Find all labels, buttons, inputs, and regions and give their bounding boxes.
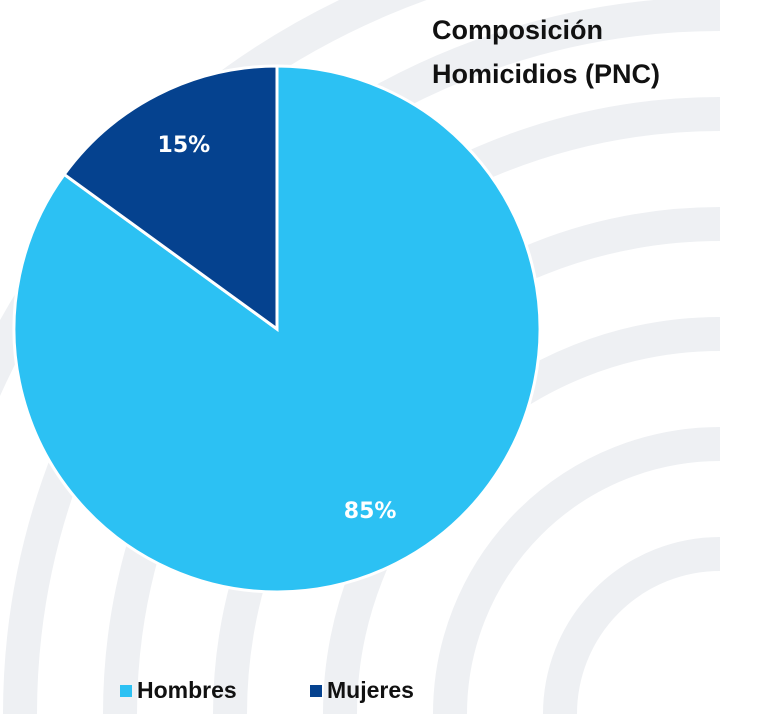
legend-swatch xyxy=(310,685,322,697)
legend-label: Hombres xyxy=(137,677,237,703)
data-label: 85% xyxy=(344,499,397,524)
pie-slice xyxy=(62,64,279,332)
data-label: 15% xyxy=(158,133,211,158)
pie: 85% 15% xyxy=(12,64,542,594)
chart-title-line: Homicidios (PNC) xyxy=(432,59,660,89)
legend: Hombres Mujeres xyxy=(120,677,414,703)
chart-title-line: Composición xyxy=(432,15,603,45)
legend-label: Mujeres xyxy=(327,677,414,703)
legend-swatch xyxy=(120,685,132,697)
